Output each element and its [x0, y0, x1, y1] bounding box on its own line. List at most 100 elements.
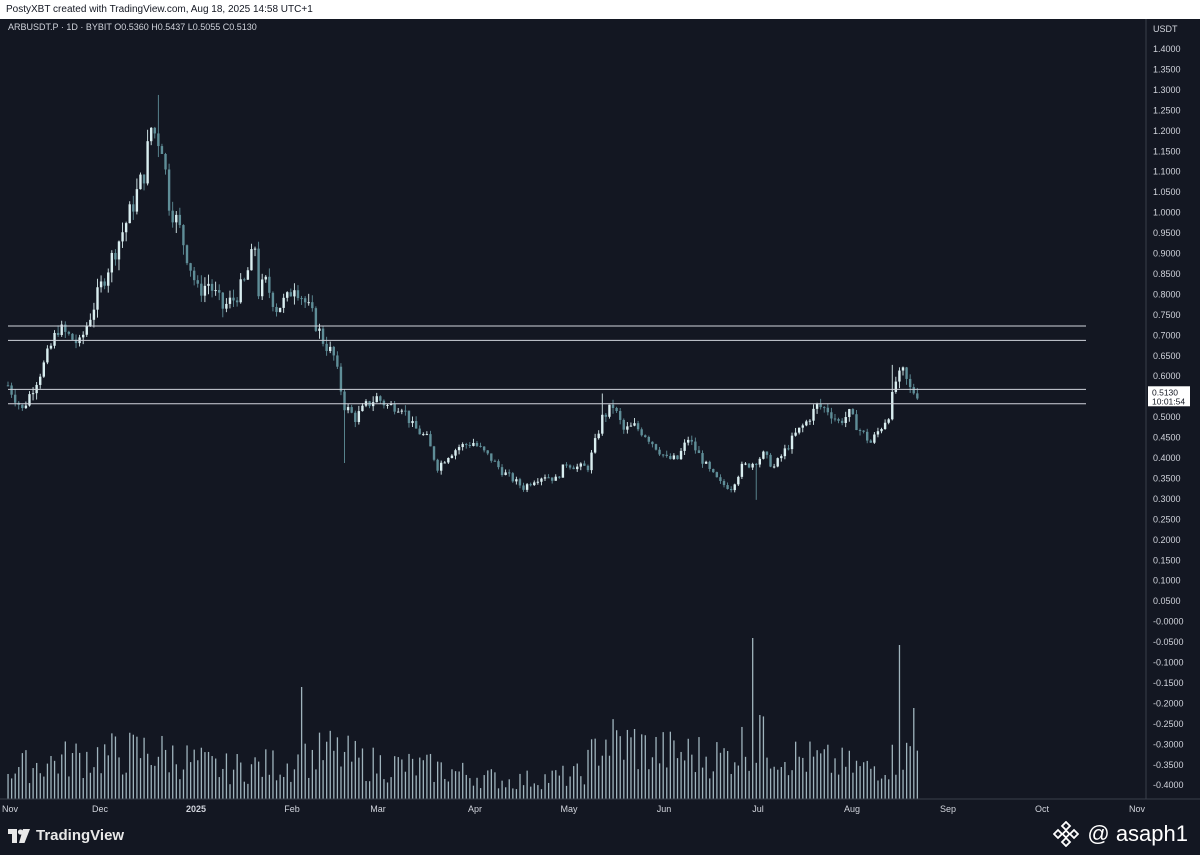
- volume-bar: [565, 785, 568, 799]
- tradingview-logo[interactable]: TradingView: [8, 827, 124, 844]
- candle: [790, 432, 794, 454]
- candle: [107, 268, 110, 293]
- candle: [282, 293, 285, 313]
- candle: [586, 464, 590, 473]
- candle: [597, 430, 600, 440]
- volume-bar: [580, 776, 582, 799]
- candle: [500, 464, 504, 477]
- candle: [543, 474, 547, 481]
- last-price-label: 0.5130: [1152, 387, 1178, 397]
- volume-bar: [286, 763, 288, 799]
- price-tick-label: 1.1500: [1153, 146, 1181, 156]
- candle: [618, 408, 622, 425]
- volume-bar: [254, 757, 256, 799]
- candle: [611, 399, 615, 414]
- candle: [565, 462, 568, 468]
- candle: [604, 413, 608, 422]
- candle: [28, 391, 31, 407]
- volume-bar: [79, 752, 81, 799]
- candle: [869, 439, 872, 443]
- candle: [801, 423, 804, 433]
- time-tick-label: Dec: [92, 804, 109, 814]
- candle: [579, 462, 582, 471]
- volume-bar: [777, 769, 779, 799]
- price-axis[interactable]: USDT 1.4000 1.3500 1.3000 1.2500 1.2000 1.1500…: [1148, 24, 1190, 790]
- volume-bar: [451, 769, 453, 799]
- candle: [232, 289, 235, 308]
- candle: [146, 129, 149, 186]
- price-tick-label: -0.2000: [1153, 698, 1184, 708]
- candle: [815, 402, 819, 414]
- candle: [529, 482, 532, 487]
- candle: [830, 407, 833, 424]
- price-tick-label: 0.4500: [1153, 433, 1181, 443]
- candle: [354, 410, 357, 428]
- volume-bar: [211, 756, 213, 799]
- candle: [429, 430, 432, 447]
- volume-bar: [168, 772, 170, 799]
- candle: [472, 438, 475, 447]
- volume-bar: [805, 771, 808, 799]
- volume-bar: [207, 751, 210, 799]
- volume-bar: [909, 746, 911, 799]
- support-resistance-zone[interactable]: [8, 388, 1086, 405]
- support-resistance-zone[interactable]: [8, 325, 1086, 341]
- candle: [540, 477, 543, 486]
- candle: [687, 436, 690, 446]
- candle: [808, 419, 812, 425]
- volume-bar: [658, 763, 661, 799]
- volume-bar: [619, 736, 621, 799]
- candle: [343, 389, 346, 464]
- candle: [482, 446, 486, 453]
- volume-bar: [687, 738, 689, 799]
- candle: [547, 474, 550, 479]
- volume-bar: [827, 744, 829, 799]
- volume-bar: [93, 767, 95, 799]
- volume-bar: [179, 779, 181, 799]
- volume-bar: [10, 778, 13, 799]
- volume-bar: [39, 773, 41, 799]
- candle: [883, 419, 887, 430]
- volume-bar: [104, 744, 106, 799]
- volume-bar: [229, 784, 231, 799]
- volume-bar: [275, 780, 278, 799]
- volume-bar: [125, 772, 127, 799]
- volume-bar: [891, 744, 893, 799]
- candle: [303, 296, 307, 308]
- candle: [192, 267, 196, 286]
- volume-bar: [766, 757, 768, 799]
- candle: [497, 459, 500, 470]
- candle: [175, 211, 178, 234]
- candle: [468, 442, 472, 448]
- candle: [679, 447, 683, 460]
- volume-bar: [100, 773, 102, 799]
- candle: [432, 445, 436, 462]
- candle: [386, 403, 389, 409]
- volume-bar: [397, 757, 399, 799]
- time-tick-label: Oct: [1035, 804, 1050, 814]
- candle: [590, 450, 593, 474]
- candle: [486, 450, 489, 456]
- price-tick-label: 1.0000: [1153, 208, 1181, 218]
- volume-bar: [172, 745, 174, 799]
- candle: [733, 483, 736, 493]
- volume-bar: [526, 770, 528, 799]
- candle: [812, 404, 815, 425]
- price-tick-label: 1.3000: [1153, 85, 1181, 95]
- volume-bar: [576, 763, 578, 799]
- candle: [150, 127, 153, 146]
- candle: [454, 448, 457, 460]
- candle: [250, 243, 253, 271]
- candle: [185, 244, 189, 266]
- candle: [268, 268, 271, 299]
- volume-bar: [308, 777, 310, 799]
- price-chart[interactable]: USDT 1.4000 1.3500 1.3000 1.2500 1.2000 1.1500…: [0, 19, 1200, 818]
- volume-bar: [913, 708, 915, 799]
- time-axis[interactable]: Nov Dec 2025 Feb Mar Apr May Jun Jul Aug Sep Oct Nov: [2, 804, 1146, 814]
- volume-bar: [164, 749, 167, 799]
- candle: [361, 403, 364, 412]
- volume-bar: [204, 752, 206, 799]
- volume-bar: [383, 779, 385, 799]
- candle: [787, 444, 790, 451]
- volume-bar: [508, 779, 510, 799]
